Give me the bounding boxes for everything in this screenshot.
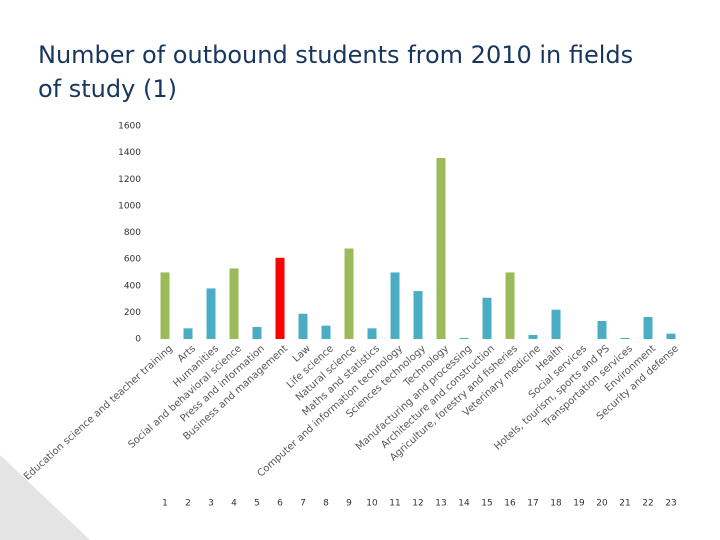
y-tick-label: 1600 bbox=[118, 122, 141, 132]
bar bbox=[275, 257, 285, 339]
y-tick-label: 1200 bbox=[118, 175, 141, 185]
bar bbox=[252, 327, 262, 339]
x-category-number: 8 bbox=[323, 499, 329, 509]
bar bbox=[597, 321, 607, 339]
x-category-number: 23 bbox=[665, 499, 676, 509]
x-category-number: 22 bbox=[642, 499, 653, 509]
bar bbox=[160, 272, 170, 339]
bar bbox=[505, 272, 515, 339]
x-category-number: 5 bbox=[254, 499, 260, 509]
bar bbox=[298, 313, 308, 339]
bar bbox=[551, 309, 561, 339]
x-category-label: Education science and teacher training bbox=[22, 343, 175, 482]
x-category-number: 1 bbox=[162, 499, 168, 509]
x-category-number: 17 bbox=[527, 499, 538, 509]
x-category-number: 10 bbox=[366, 499, 378, 509]
bar bbox=[436, 157, 446, 339]
bar bbox=[344, 248, 354, 339]
bar bbox=[528, 335, 538, 339]
x-category-number: 6 bbox=[277, 499, 283, 509]
bar bbox=[183, 328, 193, 339]
bar bbox=[482, 297, 492, 339]
x-category-number: 15 bbox=[481, 499, 492, 509]
x-category-number: 12 bbox=[412, 499, 423, 509]
x-category-number: 2 bbox=[185, 499, 191, 509]
x-category-number: 4 bbox=[231, 499, 237, 509]
x-category-number: 7 bbox=[300, 499, 306, 509]
x-category-number: 16 bbox=[504, 499, 516, 509]
y-tick-label: 400 bbox=[124, 281, 141, 291]
x-category-number: 13 bbox=[435, 499, 446, 509]
bar bbox=[459, 337, 469, 339]
x-category-number: 21 bbox=[619, 499, 630, 509]
x-category-number: 11 bbox=[389, 499, 400, 509]
y-tick-label: 800 bbox=[124, 228, 141, 238]
x-category-number: 19 bbox=[573, 499, 585, 509]
bar bbox=[390, 272, 400, 339]
corner-decoration bbox=[0, 455, 90, 540]
bar bbox=[206, 288, 216, 339]
x-category-number: 3 bbox=[208, 499, 214, 509]
bar bbox=[229, 268, 239, 339]
x-category-number: 18 bbox=[550, 499, 562, 509]
x-category-number: 20 bbox=[596, 499, 608, 509]
x-category-number: 9 bbox=[346, 499, 352, 509]
bar bbox=[666, 333, 676, 339]
y-tick-label: 0 bbox=[135, 335, 141, 345]
bar bbox=[620, 337, 630, 339]
bar bbox=[643, 317, 653, 339]
bar bbox=[321, 325, 331, 339]
chart-title: Number of outbound students from 2010 in… bbox=[38, 41, 634, 103]
y-tick-label: 600 bbox=[124, 255, 141, 265]
bar bbox=[367, 328, 377, 339]
bar bbox=[413, 291, 423, 339]
y-tick-label: 200 bbox=[124, 308, 141, 318]
y-tick-label: 1000 bbox=[118, 201, 141, 211]
y-tick-label: 1400 bbox=[118, 148, 141, 158]
x-category-number: 14 bbox=[458, 499, 470, 509]
